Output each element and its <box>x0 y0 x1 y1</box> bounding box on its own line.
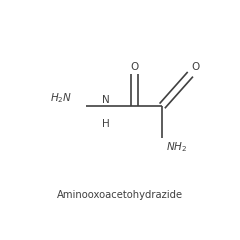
Text: O: O <box>192 62 200 72</box>
Text: O: O <box>130 62 138 72</box>
Text: N: N <box>102 95 110 105</box>
Text: Aminooxoacetohydrazide: Aminooxoacetohydrazide <box>57 190 183 200</box>
Text: $NH_2$: $NH_2$ <box>166 140 187 154</box>
Text: $H_2N$: $H_2N$ <box>50 91 72 105</box>
Text: H: H <box>102 119 110 129</box>
